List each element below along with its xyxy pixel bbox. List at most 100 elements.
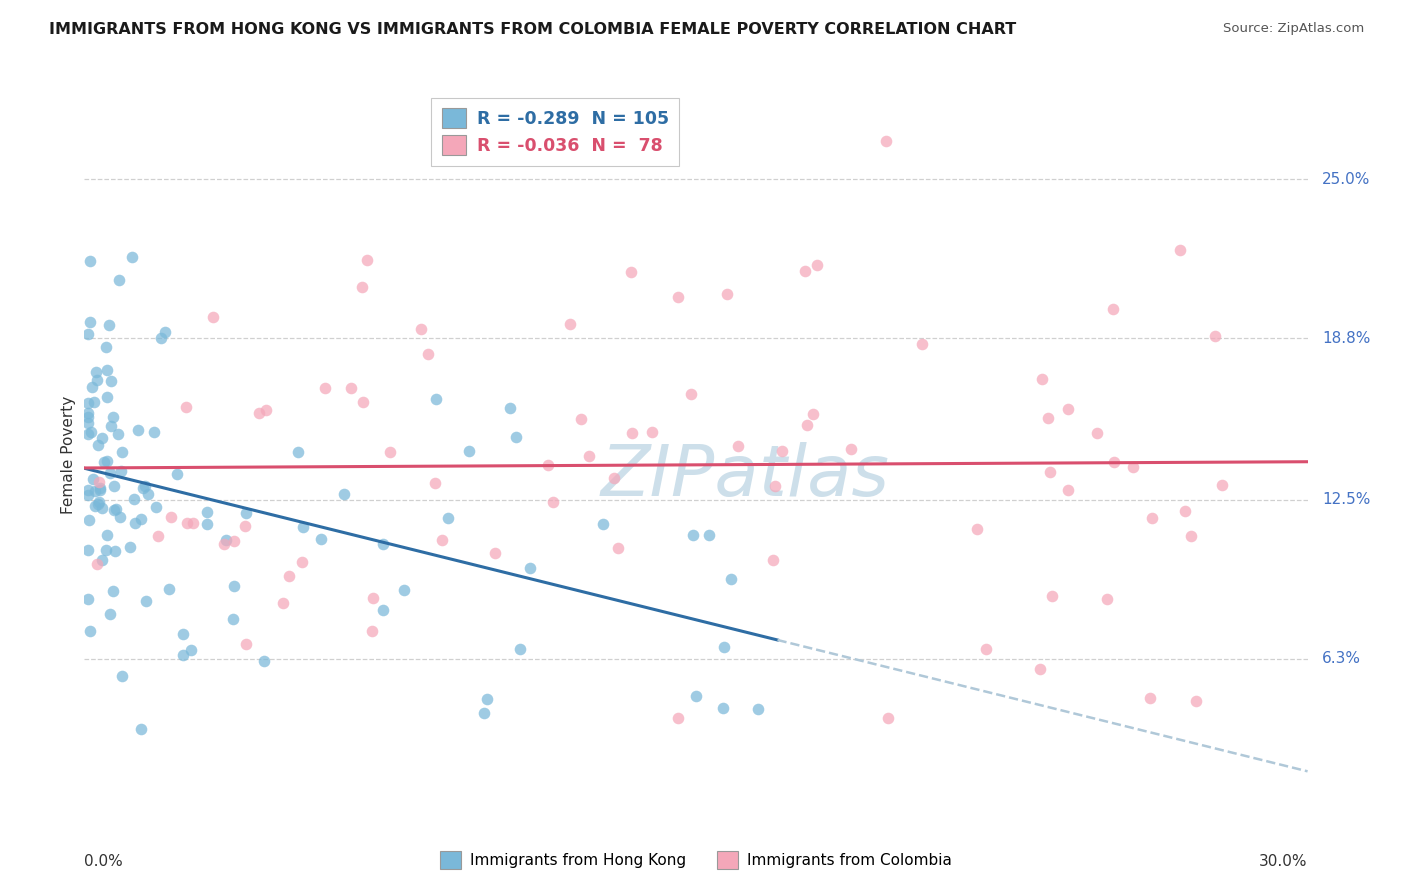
Point xyxy=(333,487,356,501)
Point xyxy=(356,252,378,267)
Point xyxy=(592,516,614,531)
Point xyxy=(91,431,114,445)
Point xyxy=(361,591,384,605)
Point xyxy=(314,381,336,395)
Point xyxy=(966,522,988,536)
Point xyxy=(195,517,218,532)
Point xyxy=(110,464,132,478)
Text: 25.0%: 25.0% xyxy=(1322,171,1371,186)
Point xyxy=(77,409,100,424)
Point xyxy=(373,537,395,551)
Point xyxy=(160,510,183,524)
Point xyxy=(1204,329,1226,343)
Point xyxy=(352,395,374,409)
Point xyxy=(124,491,146,506)
Point xyxy=(1140,511,1163,525)
Point xyxy=(519,561,541,575)
Point xyxy=(1040,589,1063,603)
Point xyxy=(91,501,114,516)
Point xyxy=(108,272,131,286)
Point xyxy=(103,479,125,493)
Point xyxy=(94,340,117,354)
Point xyxy=(77,417,100,431)
Point xyxy=(1102,301,1125,316)
Point xyxy=(668,711,690,725)
Point xyxy=(127,423,149,437)
Point xyxy=(484,546,506,560)
Point xyxy=(713,640,735,654)
Point xyxy=(254,403,277,417)
Point xyxy=(77,396,100,410)
Point xyxy=(96,390,118,404)
Point xyxy=(222,611,245,625)
Text: 12.5%: 12.5% xyxy=(1322,492,1371,508)
Point xyxy=(77,327,100,342)
Point xyxy=(711,701,734,715)
Point xyxy=(89,495,111,509)
Point xyxy=(96,543,118,558)
Point xyxy=(82,472,104,486)
Point xyxy=(135,594,157,608)
Point xyxy=(93,454,115,468)
Point xyxy=(974,642,997,657)
Point xyxy=(311,532,333,546)
Point xyxy=(77,406,100,420)
Point xyxy=(157,582,180,596)
Point xyxy=(578,450,600,464)
Point xyxy=(172,627,194,641)
Point xyxy=(153,325,176,339)
Point xyxy=(621,426,644,441)
Point xyxy=(134,479,156,493)
Point xyxy=(436,511,458,525)
Point xyxy=(477,692,499,706)
Point xyxy=(107,427,129,442)
Point xyxy=(84,366,107,380)
Point xyxy=(1057,401,1080,416)
Point xyxy=(77,427,100,442)
Text: 0.0%: 0.0% xyxy=(84,854,124,869)
Point xyxy=(339,381,361,395)
Point xyxy=(84,484,107,499)
Point xyxy=(143,425,166,440)
Point xyxy=(124,516,146,531)
Point xyxy=(111,445,134,459)
Point xyxy=(96,528,118,542)
Point xyxy=(458,444,481,458)
Point xyxy=(292,520,315,534)
Point xyxy=(100,374,122,388)
Point xyxy=(411,322,433,336)
Point xyxy=(378,445,401,459)
Point xyxy=(104,544,127,558)
Point xyxy=(682,528,704,542)
Point xyxy=(801,407,824,421)
Point xyxy=(96,454,118,468)
Point xyxy=(762,553,785,567)
Point xyxy=(1031,372,1053,386)
Point xyxy=(86,373,108,387)
Point xyxy=(97,318,120,333)
Text: 30.0%: 30.0% xyxy=(1260,854,1308,869)
Point xyxy=(145,500,167,514)
Point xyxy=(212,537,235,551)
Point xyxy=(1038,410,1060,425)
Point xyxy=(96,363,118,377)
Point xyxy=(131,481,153,495)
Point xyxy=(1038,465,1060,479)
Point xyxy=(371,603,394,617)
Point xyxy=(222,579,245,593)
Point xyxy=(172,648,194,662)
Point xyxy=(499,401,522,416)
Point xyxy=(425,475,447,490)
Point xyxy=(727,439,749,453)
Point xyxy=(287,445,309,459)
Point xyxy=(697,527,720,541)
Point xyxy=(222,534,245,549)
Point xyxy=(83,395,105,409)
Point xyxy=(86,557,108,571)
Point xyxy=(603,471,626,485)
Point xyxy=(1085,425,1108,440)
Point xyxy=(606,541,628,556)
Point xyxy=(79,253,101,268)
Point xyxy=(537,458,560,472)
Point xyxy=(1211,478,1233,492)
